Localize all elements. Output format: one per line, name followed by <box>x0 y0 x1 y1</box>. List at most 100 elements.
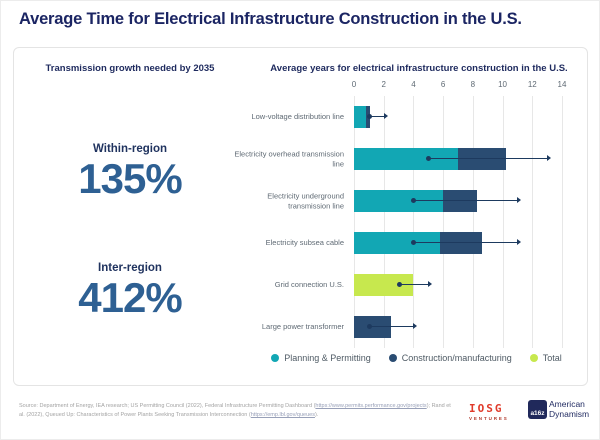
gridline <box>354 96 355 348</box>
page-title: Average Time for Electrical Infrastructu… <box>19 10 522 28</box>
chart-row: Electricity subsea cable <box>232 222 584 264</box>
range-max-marker <box>517 239 522 245</box>
range-whisker <box>426 155 552 161</box>
range-whisker <box>411 197 522 203</box>
legend-item: Construction/manufacturing <box>388 353 512 363</box>
axis-tick-label: 12 <box>527 80 537 89</box>
source-text-fragment: ). <box>314 412 319 419</box>
gridline <box>443 96 445 348</box>
range-max-marker <box>383 113 388 119</box>
bar-segment <box>354 316 392 338</box>
stat-within-region: Within-region 135% <box>14 143 246 201</box>
a16z-logo-text: American Dynamism <box>549 399 590 419</box>
chart-rows: Low-voltage distribution line Electricity… <box>232 96 584 348</box>
chart-legend: Planning & Permitting Construction/manufa… <box>244 353 589 363</box>
iosg-ventures-logo: IOSG VENTURES <box>469 403 521 421</box>
chart-row: Low-voltage distribution line <box>232 96 584 138</box>
source-text-fragment: ); Rand et al. (2022), Queued Up: Charac… <box>19 403 451 419</box>
chart-title: Average years for electrical infrastruct… <box>270 63 568 74</box>
category-label: Electricity underground transmission lin… <box>267 191 344 210</box>
axis-tick-label: 6 <box>440 80 446 89</box>
range-min-marker <box>411 198 417 203</box>
source-text: Source: Department of Energy, IEA resear… <box>19 402 454 421</box>
range-max-marker <box>413 323 418 329</box>
bar-segment <box>354 232 441 254</box>
legend-dot-icon <box>271 354 280 362</box>
stat-value: 412% <box>78 274 182 321</box>
axis-tick-label: 2 <box>381 80 386 89</box>
range-whisker <box>366 323 418 329</box>
bar-segment <box>458 148 506 170</box>
category-label: Electricity subsea cable <box>265 238 344 248</box>
legend-item: Planning & Permitting <box>271 353 371 363</box>
category-label: Grid connection U.S. <box>274 280 344 290</box>
range-whisker <box>411 239 522 245</box>
bar-segment <box>354 190 444 212</box>
bar-area <box>354 138 584 180</box>
axis-tick-label: 14 <box>557 80 567 89</box>
category-label: Electricity overhead transmission line <box>234 149 344 168</box>
legend-label: Total <box>542 353 562 363</box>
chart-row: Large power transformer <box>232 306 584 348</box>
gridline <box>502 96 504 348</box>
iosg-logo-subtext: VENTURES <box>469 416 509 421</box>
iosg-logo-text: IOSG <box>469 402 504 415</box>
legend-label: Planning & Permitting <box>284 353 371 363</box>
range-whisker <box>366 113 388 119</box>
range-max-marker <box>547 155 552 161</box>
a16z-badge: a16z <box>528 400 547 419</box>
axis-tick-label: 4 <box>411 80 416 89</box>
bar-segment <box>354 274 414 296</box>
range-min-marker <box>426 156 432 161</box>
legend-item: Total <box>529 353 562 363</box>
a16z-logo-line2: Dynamism <box>549 408 590 419</box>
range-max-marker <box>428 281 433 287</box>
bar-area <box>354 180 584 222</box>
a16z-logo-line1: American <box>549 399 585 410</box>
chart-row: Grid connection U.S. <box>232 264 584 306</box>
legend-dot-icon <box>529 354 538 362</box>
source-text-fragment: Source: Department of Energy, IEA resear… <box>19 403 316 409</box>
stat-label: Inter-region <box>98 262 162 274</box>
gridline <box>383 96 385 348</box>
a16z-logo: a16z American Dynamism <box>528 399 590 419</box>
range-min-marker <box>366 114 372 119</box>
chart-row: Electricity underground transmission lin… <box>232 180 584 222</box>
range-min-marker <box>411 240 417 245</box>
gridline <box>413 96 415 348</box>
bar-area <box>354 264 584 306</box>
axis-tick-label: 8 <box>470 80 476 89</box>
bar-area <box>354 306 584 348</box>
x-axis: 0 2 4 6 8 10 12 14 <box>232 80 584 92</box>
bar-area <box>354 96 584 138</box>
gridline <box>532 96 534 348</box>
gridline <box>562 96 563 348</box>
category-label: Large power transformer <box>261 322 344 332</box>
category-label: Low-voltage distribution line <box>251 112 344 122</box>
axis-tick-label: 10 <box>498 80 508 89</box>
bar-area <box>354 222 584 264</box>
left-panel-header: Transmission growth needed by 2035 <box>45 63 215 74</box>
range-min-marker <box>396 282 402 287</box>
source-link[interactable]: https://emp.lbl.gov/queues <box>250 412 315 419</box>
legend-dot-icon <box>388 354 397 362</box>
range-max-marker <box>517 197 522 203</box>
gridlines <box>354 96 563 348</box>
stat-value: 135% <box>78 155 182 202</box>
gridline <box>472 96 474 348</box>
bar-segment <box>354 106 366 128</box>
stat-inter-region: Inter-region 412% <box>14 262 246 320</box>
bar-chart: 0 2 4 6 8 10 12 14 Low-voltage distribution lin… <box>232 80 584 350</box>
range-whisker <box>396 281 433 287</box>
axis-tick-label: 0 <box>351 80 357 89</box>
range-min-marker <box>366 324 372 329</box>
chart-row: Electricity overhead transmission line <box>232 138 584 180</box>
stat-label: Within-region <box>93 143 167 155</box>
info-card: Transmission growth needed by 2035 Withi… <box>13 47 588 386</box>
bar-segment <box>443 190 478 212</box>
source-link[interactable]: https://www.permits.performance.gov/proj… <box>315 403 427 409</box>
bar-segment <box>440 232 482 254</box>
bar-segment <box>354 148 458 170</box>
legend-label: Construction/manufacturing <box>401 353 512 363</box>
